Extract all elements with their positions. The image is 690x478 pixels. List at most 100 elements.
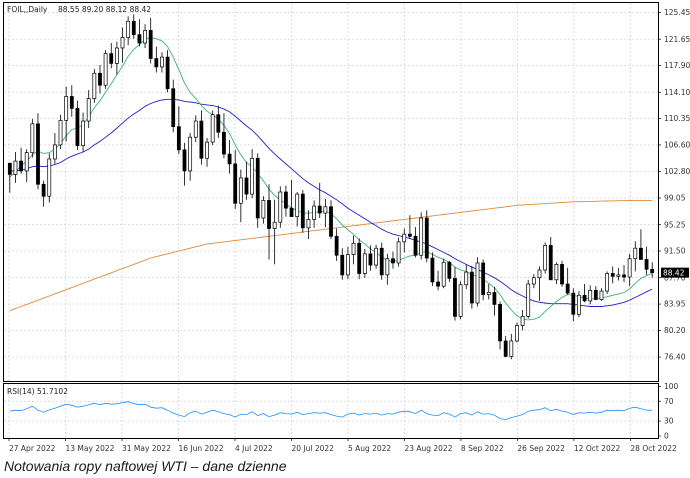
rsi-label: RSI(14) 51.7102 (7, 387, 68, 396)
rsi-gridlines (4, 384, 658, 438)
candle (75, 100, 80, 150)
candle (616, 267, 621, 281)
candle-body-up (86, 98, 91, 122)
candle (639, 229, 643, 260)
candle-body-down (492, 292, 497, 305)
candle-body-down (413, 235, 418, 256)
candle-body-down (244, 177, 249, 195)
candle-body-down (233, 163, 238, 204)
candle-body-up (464, 271, 469, 286)
candle (430, 252, 435, 287)
candle-body-up (64, 96, 69, 121)
candle (81, 112, 85, 152)
candle (109, 43, 114, 69)
candle (554, 262, 559, 285)
candle (255, 153, 260, 228)
candle-body-down (7, 162, 12, 175)
candle (605, 271, 610, 294)
candle-body-up (120, 37, 125, 49)
candle (289, 180, 294, 217)
candle (250, 149, 255, 199)
candle-body-down (137, 34, 142, 44)
candle (238, 169, 243, 223)
candle-body-down (165, 56, 170, 90)
candle (537, 266, 542, 301)
candle (385, 253, 390, 285)
candle (481, 259, 486, 301)
candle (69, 85, 74, 117)
y-tick-label: 80.20 (664, 326, 686, 335)
candle-body-up (633, 247, 638, 260)
y-tick-label: 110.35 (664, 114, 690, 123)
y-tick-label: 114.10 (664, 88, 690, 97)
candle (464, 264, 469, 289)
candle-body-down (593, 290, 598, 300)
candle (199, 110, 204, 165)
candle-body-up (599, 290, 604, 300)
candle (323, 199, 328, 228)
x-tick-label: 13 May 2022 (65, 444, 114, 453)
candle-body-down (98, 72, 102, 86)
candle (357, 238, 362, 280)
candle-body-up (554, 264, 559, 281)
last-price-value: 88.42 (663, 268, 685, 277)
candle (131, 14, 136, 39)
candle (362, 248, 367, 278)
x-tick-label: 26 Sep 2022 (517, 444, 565, 453)
y-tick-label: 121.65 (664, 35, 690, 44)
candle-body-up (312, 205, 316, 220)
candle (531, 274, 536, 289)
candle-body-down (171, 88, 176, 128)
candle (560, 260, 564, 287)
candle (154, 46, 159, 73)
y-tick-label: 106.60 (664, 141, 690, 150)
rsi-tick-label: 30 (664, 417, 674, 426)
y-tick-label: 102.80 (664, 167, 690, 176)
candle (413, 227, 418, 258)
candle-body-down (610, 273, 615, 277)
candle (351, 235, 356, 265)
candle-body-up (396, 241, 401, 264)
candle-body-down (582, 294, 587, 302)
candle (441, 258, 446, 289)
candle-body-down (148, 30, 153, 59)
y-tick-label: 95.25 (664, 220, 686, 229)
candle-body-down (447, 261, 452, 279)
candle (36, 113, 40, 190)
rsi-tick-label: 0 (664, 432, 669, 441)
candle-body-up (278, 191, 283, 223)
candle (58, 114, 63, 150)
candle (492, 286, 497, 316)
candle (424, 210, 429, 263)
candle (565, 267, 570, 295)
candle (182, 142, 187, 186)
x-tick-label: 28 Oct 2022 (630, 444, 677, 453)
candle-body-down (222, 131, 226, 155)
candle-body-up (526, 283, 531, 317)
ma-mid-line (9, 98, 653, 307)
candle (503, 336, 508, 358)
candle (312, 200, 316, 228)
candle-body-up (362, 253, 367, 274)
candle-body-down (368, 253, 373, 266)
candle (210, 110, 215, 145)
candle (284, 185, 288, 217)
candle-body-up (13, 160, 18, 175)
candle-body-up (605, 273, 610, 292)
y-tick-label: 87.70 (664, 273, 686, 282)
candle (571, 288, 576, 322)
candle (176, 106, 181, 155)
candle (19, 147, 23, 174)
candle-body-up (458, 284, 463, 317)
candle-body-down (357, 242, 362, 274)
candle-body-down (69, 96, 74, 109)
candle-body-down (639, 247, 643, 260)
candle (205, 137, 209, 167)
candle-body-up (402, 233, 407, 243)
candle (86, 90, 91, 129)
candle-body-down (469, 271, 474, 304)
candle-body-down (216, 114, 221, 133)
candle (520, 310, 525, 331)
price-axis-labels: 125.45 121.65 117.90 114.10 110.35 106.60 102.… (658, 8, 690, 362)
rsi-line (9, 401, 653, 421)
